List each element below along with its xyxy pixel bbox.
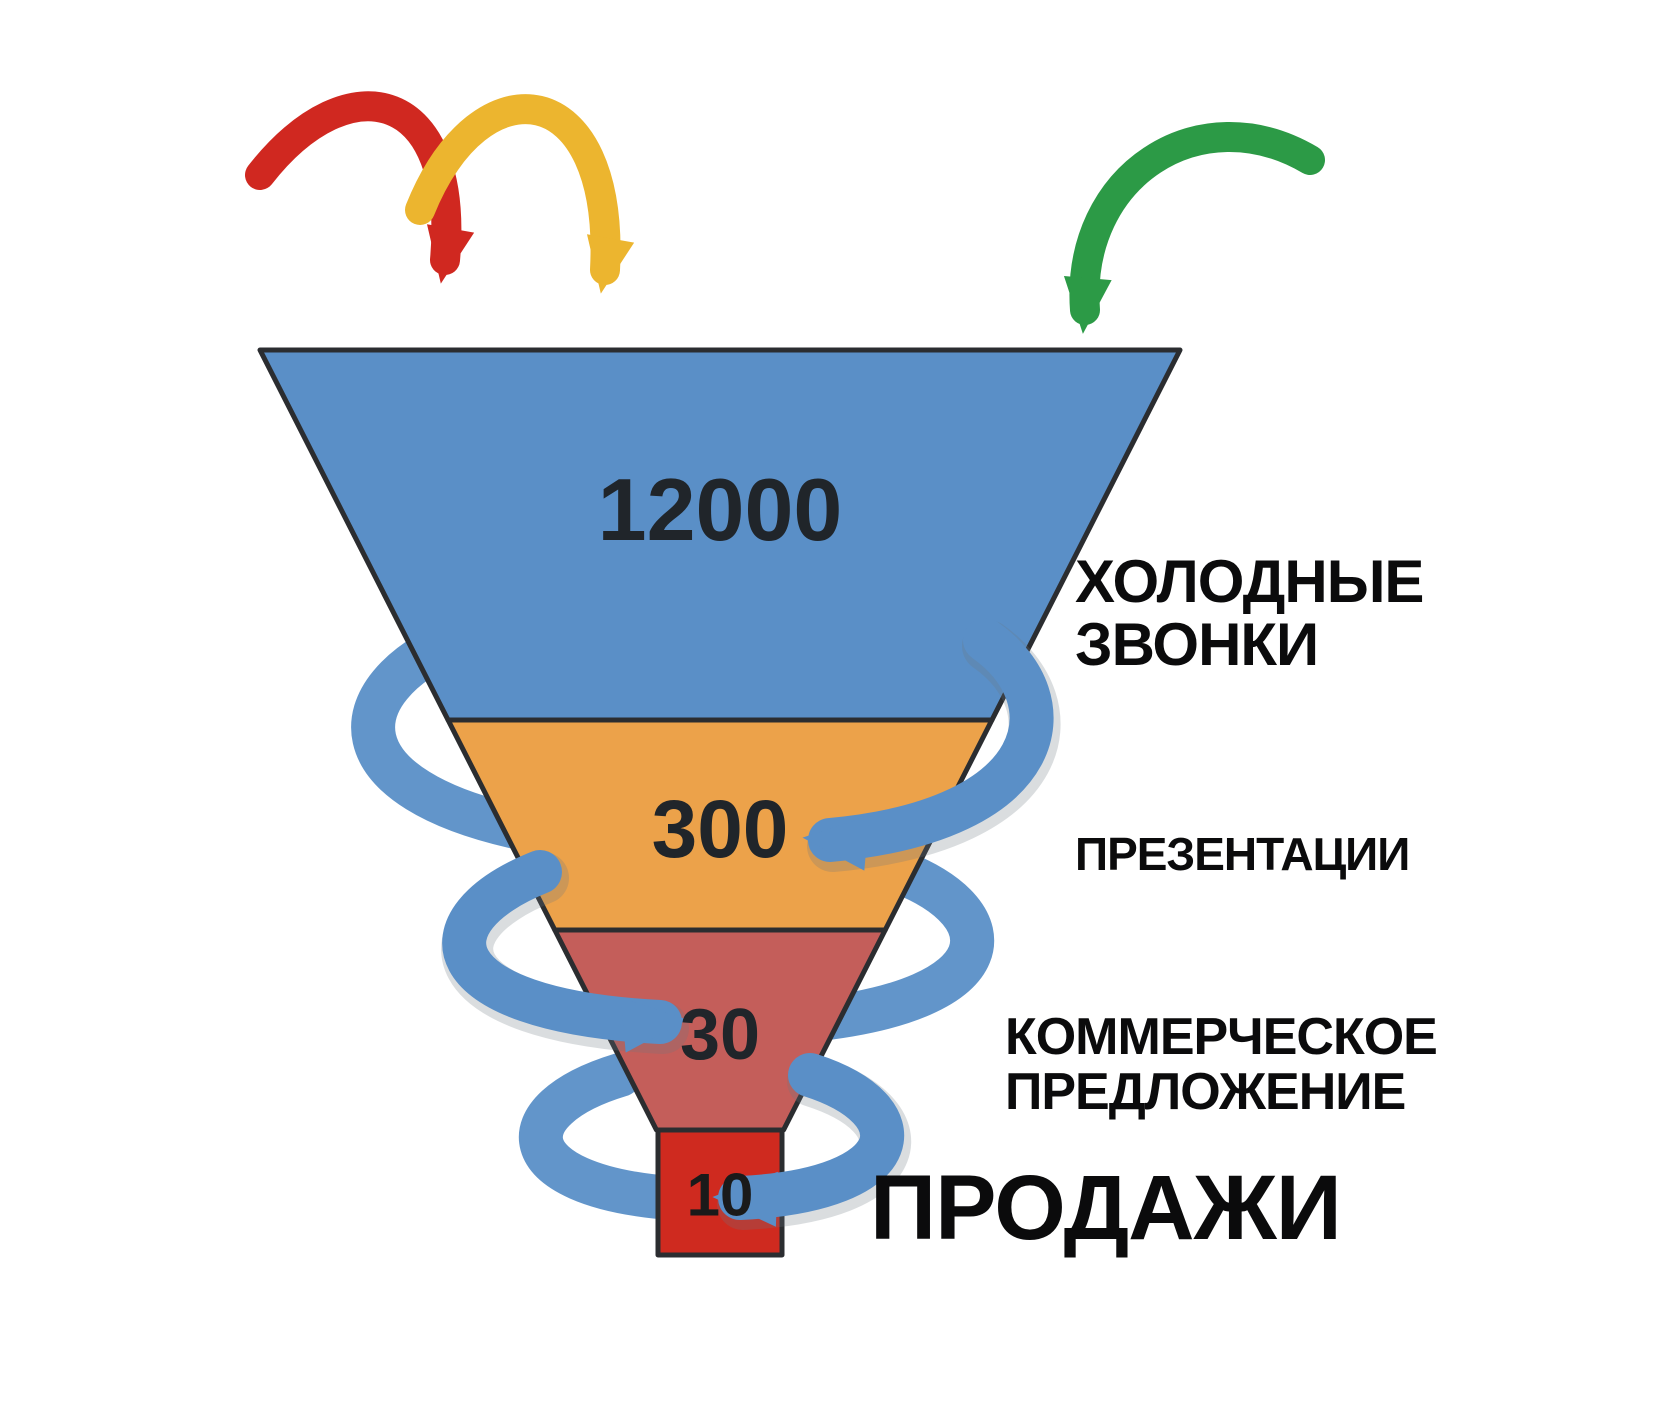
stage-value-presentations: 300 [652, 783, 789, 877]
stage-value-sales: 10 [687, 1161, 754, 1230]
stage-value-commercial-offer: 30 [680, 994, 760, 1076]
sales-funnel-diagram: { "diagram": { "type": "funnel", "backgr… [0, 0, 1680, 1428]
stage-value-cold-calls: 12000 [598, 459, 843, 561]
stage-label-cold-calls: ХОЛОДНЫЕ ЗВОНКИ [1075, 550, 1423, 676]
stage-label-commercial-offer: КОММЕРЧЕСКОЕ ПРЕДЛОЖЕНИЕ [1005, 1010, 1437, 1119]
stage-label-presentations: ПРЕЗЕНТАЦИИ [1075, 830, 1409, 878]
green-arrow [1084, 137, 1310, 310]
inflow-arrows [0, 0, 1680, 1428]
stage-label-sales: ПРОДАЖИ [870, 1160, 1341, 1257]
